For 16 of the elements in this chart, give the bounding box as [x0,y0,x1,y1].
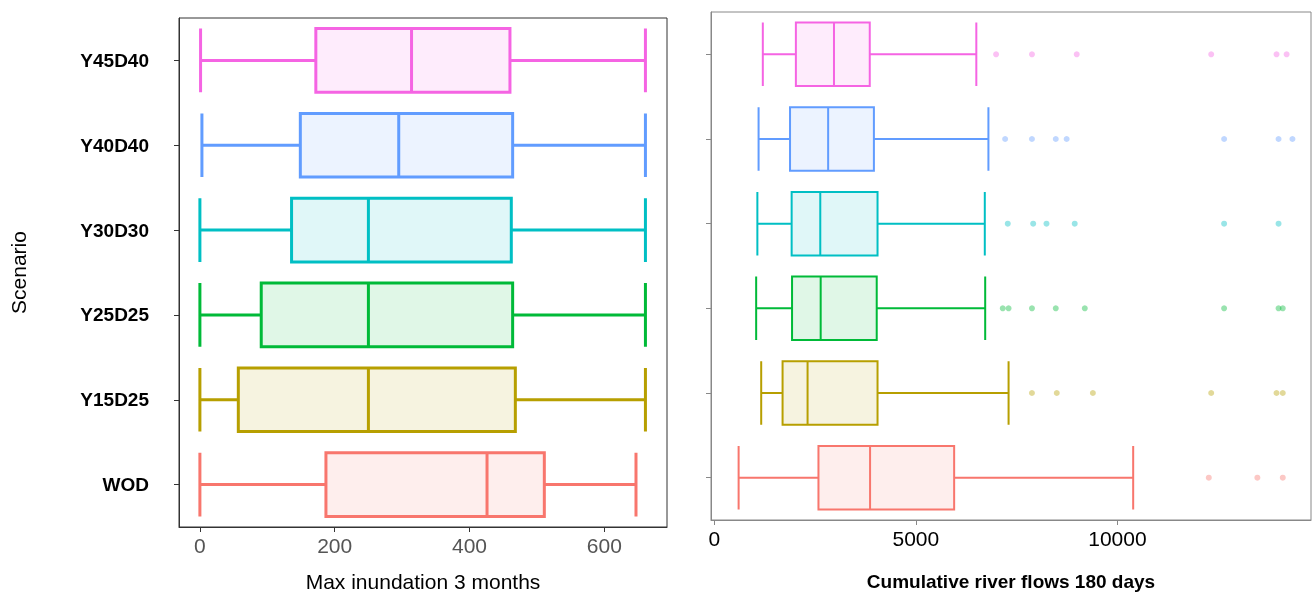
x-tick-label: 10000 [1088,527,1147,550]
y-tick-label: Y15D25 [80,389,150,411]
y-tick-label: Y25D25 [80,304,150,326]
y-tick-label: WOD [102,474,149,496]
y-tick-label: Y40D40 [80,134,149,156]
x-tick-label: 5000 [892,527,940,550]
x-tick-label: 400 [451,534,488,557]
x-axis-title: Max inundation 3 months [305,570,541,593]
x-axis-title: Cumulative river flows 180 days [866,571,1156,592]
x-tick-label: 0 [194,534,206,557]
y-tick-label: Y30D30 [80,219,149,241]
x-tick-label: 0 [708,527,721,550]
y-axis-title: Scenario [7,231,30,314]
x-tick-label: 200 [317,534,353,557]
x-tick-label: 600 [586,534,622,557]
y-tick-label: Y45D40 [80,49,149,71]
